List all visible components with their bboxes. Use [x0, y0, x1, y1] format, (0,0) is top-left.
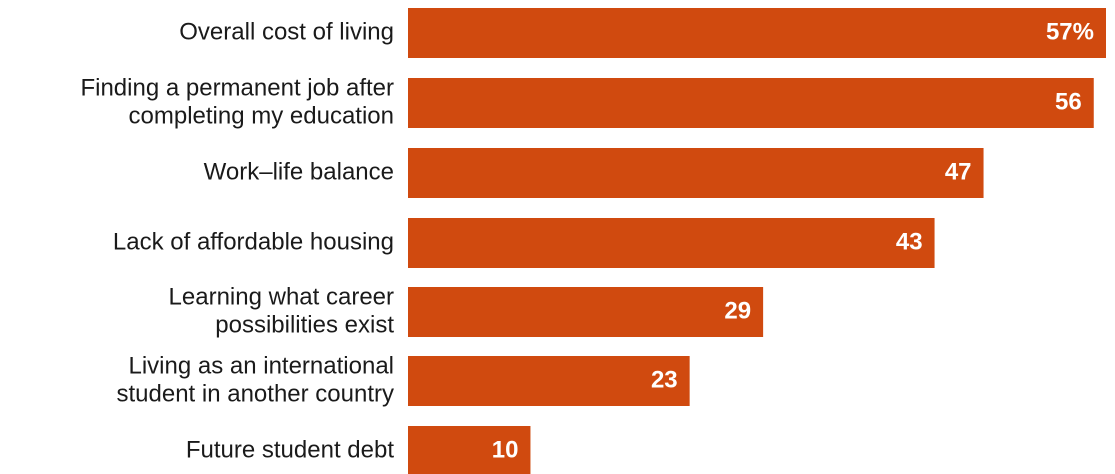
- category-label-line: Lack of affordable housing: [113, 228, 394, 255]
- value-label: 10: [492, 436, 519, 463]
- category-label-line: Learning what career: [169, 283, 394, 310]
- category-label-line: Finding a permanent job after: [80, 74, 394, 101]
- category-label: Overall cost of living: [179, 18, 394, 45]
- bar: [408, 356, 690, 406]
- category-label-line: student in another country: [116, 380, 394, 407]
- category-label: Finding a permanent job after completing …: [80, 74, 394, 129]
- value-label: 56: [1055, 88, 1082, 115]
- bar: [408, 78, 1094, 128]
- bar: [408, 218, 935, 268]
- category-label: Work–life balance: [204, 158, 394, 185]
- category-label-line: Living as an international: [128, 352, 394, 379]
- category-label: Future student debt: [186, 436, 394, 463]
- category-label: Learning what career possibilities exist: [169, 283, 395, 338]
- value-label: 23: [651, 366, 678, 393]
- bar: [408, 148, 984, 198]
- value-label: 47: [945, 158, 972, 185]
- category-labels-group: Overall cost of living Finding a permanen…: [80, 18, 394, 463]
- category-label-line: completing my education: [129, 102, 394, 129]
- bar: [408, 8, 1106, 58]
- category-label: Living as an international student in ano…: [116, 352, 394, 407]
- category-label: Lack of affordable housing: [113, 228, 394, 255]
- category-label-line: Future student debt: [186, 436, 394, 463]
- category-label-line: Work–life balance: [204, 158, 394, 185]
- value-labels-group: 57% 56 47 43 29 23 10: [492, 18, 1094, 463]
- value-label: 43: [896, 228, 923, 255]
- bar: [408, 287, 764, 337]
- bar: [408, 426, 531, 474]
- category-label-line: Overall cost of living: [179, 18, 394, 45]
- value-label: 57%: [1046, 18, 1094, 45]
- category-label-line: possibilities exist: [215, 311, 394, 338]
- value-label: 29: [724, 297, 751, 324]
- bars-group: [408, 8, 1106, 474]
